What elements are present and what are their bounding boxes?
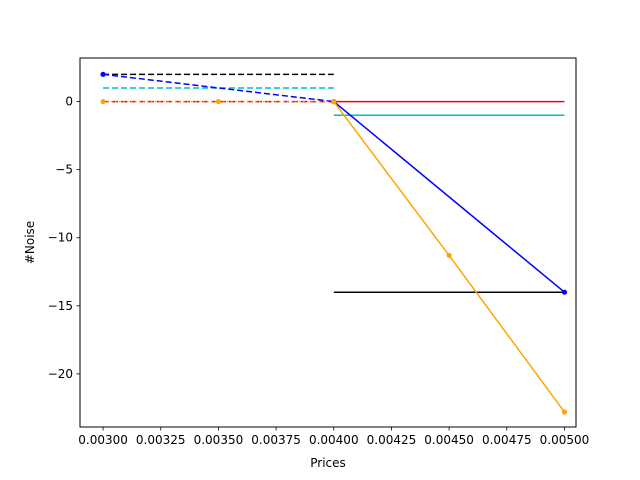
x-tick-label: 0.00450: [424, 433, 474, 447]
data-point: [331, 98, 337, 105]
series-layer: [100, 71, 568, 415]
y-tick-label: −5: [55, 163, 73, 177]
x-tick-label: 0.00500: [540, 433, 590, 447]
x-tick-label: 0.00325: [136, 433, 186, 447]
data-point: [561, 289, 568, 295]
x-tick-label: 0.00425: [367, 433, 417, 447]
x-tick-label: 0.00400: [309, 433, 359, 447]
data-point: [100, 71, 106, 77]
series-line-8: [333, 100, 565, 293]
x-axis-label: Prices: [310, 456, 346, 470]
data-point: [446, 252, 452, 259]
y-tick-label: −15: [48, 299, 73, 313]
x-axis: 0.00300 0.00325 0.00350 0.00375 0.00400 0.004…: [78, 427, 589, 447]
y-tick-label: −20: [48, 367, 73, 381]
y-tick-label: 0: [65, 95, 73, 109]
y-axis-label: #Noise: [23, 221, 37, 264]
x-tick-label: 0.00350: [194, 433, 244, 447]
data-point: [215, 98, 222, 105]
y-axis: 0 −5 −10 −15 −20: [48, 95, 80, 381]
plot-frame: [79, 57, 577, 428]
data-point: [561, 409, 568, 415]
data-point: [100, 98, 106, 105]
x-tick-label: 0.00475: [482, 433, 532, 447]
x-tick-label: 0.00375: [251, 433, 301, 447]
y-tick-label: −10: [48, 231, 73, 245]
x-tick-label: 0.00300: [78, 433, 128, 447]
series-line-3: [102, 73, 334, 103]
